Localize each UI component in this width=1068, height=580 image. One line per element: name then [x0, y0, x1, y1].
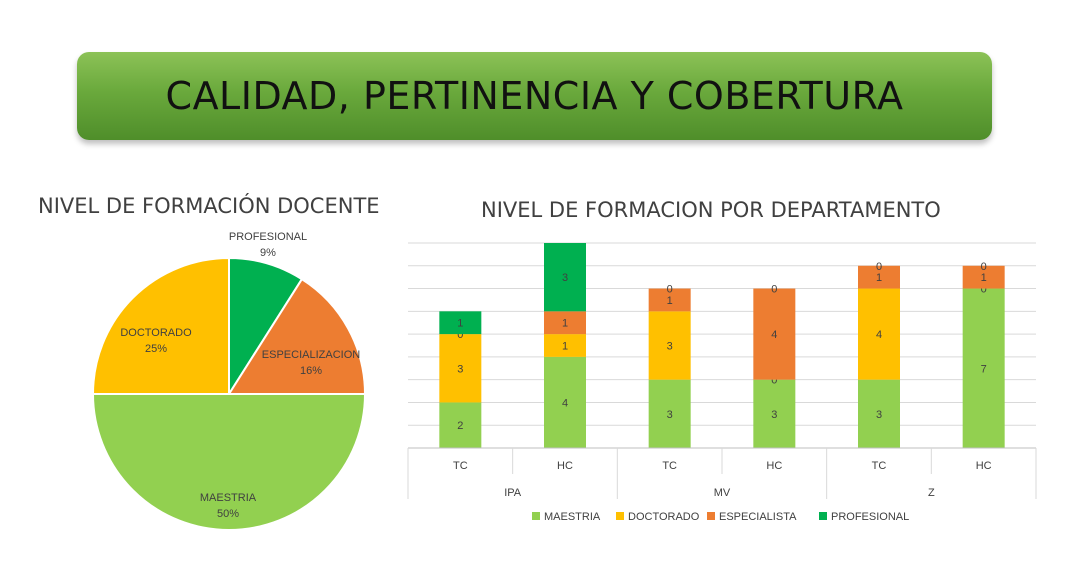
bar-data-label: 1 — [562, 318, 568, 330]
legend-swatch-maestria — [532, 512, 540, 520]
pie-slice-maestria — [91, 393, 367, 531]
pie-percent-doctorado: 25% — [145, 343, 167, 355]
legend-label-especialista: ESPECIALISTA — [719, 511, 797, 523]
bar-segment-doctorado — [439, 334, 482, 403]
group-label: IPA — [504, 487, 522, 499]
x-tick-label: TC — [872, 460, 887, 472]
bar-data-label: 3 — [562, 272, 568, 284]
bar-segment-especialista — [753, 288, 796, 380]
title-banner: CALIDAD, PERTINENCIA Y COBERTURA — [77, 52, 992, 140]
legend-swatch-especialista — [707, 512, 715, 520]
pie-slice-doctorado — [91, 256, 230, 395]
page-title: CALIDAD, PERTINENCIA Y COBERTURA — [165, 74, 904, 118]
bar-segment-profesional — [439, 311, 482, 335]
pie-percent-especializacion: 16% — [300, 365, 322, 377]
bar-segment-especialista — [544, 311, 586, 335]
bar-data-label: 3 — [876, 409, 882, 421]
pie-chart: PROFESIONAL 9% ESPECIALIZACION 16% MAESTRIA 5… — [91, 231, 367, 531]
pie-slice-especializacion — [227, 277, 367, 395]
bar-data-label: 4 — [771, 329, 777, 341]
bar-data-label: 0 — [771, 284, 777, 296]
bar-data-label: 0 — [981, 261, 987, 273]
x-tick-label: TC — [662, 460, 677, 472]
bar-data-label: 1 — [562, 341, 568, 353]
x-tick-label: HC — [766, 460, 782, 472]
bar-data-label: 7 — [981, 363, 987, 375]
group-label: MV — [714, 487, 731, 499]
bar-segment-especialista — [858, 265, 900, 289]
bar-data-label: 1 — [667, 295, 673, 307]
bar-data-label: 1 — [457, 318, 463, 330]
bar-data-label: 3 — [667, 341, 673, 353]
x-tick-label: HC — [557, 460, 573, 472]
bar-data-label: 3 — [667, 409, 673, 421]
legend-label-profesional: PROFESIONAL — [831, 511, 909, 523]
x-tick-label: TC — [453, 460, 468, 472]
bar-data-label: 0 — [771, 375, 777, 387]
bar-segment-especialista — [962, 265, 1005, 289]
bar-data-label: 1 — [876, 272, 882, 284]
bar-data-label: 1 — [981, 272, 987, 284]
bar-segment-maestria — [858, 379, 900, 448]
bar-chart-title: NIVEL DE FORMACION POR DEPARTAMENTO — [481, 198, 941, 222]
bar-segment-doctorado — [544, 334, 586, 357]
bar-segment-doctorado — [858, 288, 900, 380]
bar-segment-maestria — [962, 288, 1005, 448]
bar-data-label: 0 — [457, 329, 463, 341]
bar-segment-doctorado — [648, 311, 691, 380]
bar-data-label: 2 — [457, 420, 463, 432]
bar-segment-maestria — [544, 356, 586, 448]
bar-segment-profesional — [544, 243, 586, 312]
pie-label-maestria: MAESTRIA — [200, 492, 257, 504]
pie-label-especializacion: ESPECIALIZACION — [262, 349, 360, 361]
pie-chart-title: NIVEL DE FORMACIÓN DOCENTE — [38, 194, 380, 218]
bar-segment-maestria — [648, 379, 691, 448]
pie-percent-maestria: 50% — [217, 508, 239, 520]
x-tick-label: HC — [976, 460, 992, 472]
pie-label-doctorado: DOCTORADO — [120, 327, 192, 339]
bar-data-label: 0 — [876, 261, 882, 273]
bar-data-label: 4 — [876, 329, 882, 341]
bar-segment-maestria — [753, 379, 796, 448]
bar-data-label: 0 — [981, 284, 987, 296]
legend-label-maestria: MAESTRIA — [544, 511, 601, 523]
group-label: Z — [928, 487, 935, 499]
bar-segment-maestria — [439, 402, 482, 448]
pie-percent-profesional: 9% — [260, 247, 276, 259]
legend-label-doctorado: DOCTORADO — [628, 511, 700, 523]
bar-segment-especialista — [648, 288, 691, 312]
bar-data-label: 4 — [562, 397, 568, 409]
pie-label-profesional: PROFESIONAL — [229, 231, 307, 243]
bar-data-label: 0 — [667, 284, 673, 296]
bar-data-label: 3 — [457, 363, 463, 375]
bar-data-label: 3 — [771, 409, 777, 421]
legend-swatch-doctorado — [616, 512, 624, 520]
legend-swatch-profesional — [819, 512, 827, 520]
